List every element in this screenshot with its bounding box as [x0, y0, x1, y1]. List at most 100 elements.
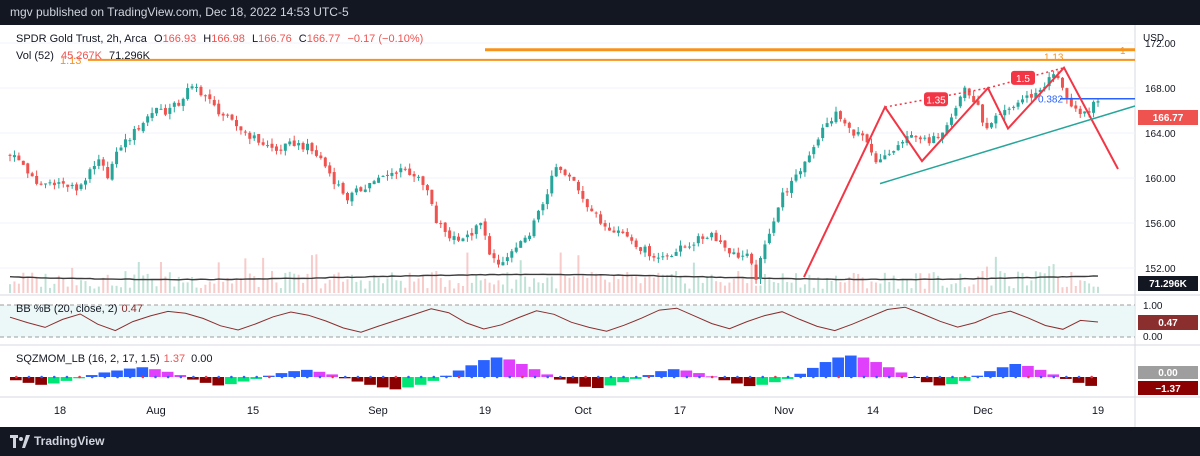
- volume-bar: [999, 271, 1002, 293]
- volume-bar: [879, 283, 882, 293]
- volume-bar: [1012, 288, 1015, 293]
- ratio-badge: [924, 92, 948, 107]
- momentum-bar: [1022, 365, 1034, 377]
- candle-body: [794, 174, 798, 181]
- volume-bar: [732, 278, 735, 293]
- candle-body: [110, 163, 114, 180]
- candle-body: [772, 221, 776, 233]
- legend-ohlc: O166.93 H166.98 L166.76 C166.77 −0.17 (−…: [154, 33, 423, 45]
- squeeze-dot: [242, 375, 246, 379]
- volume-bar: [359, 280, 362, 293]
- volume-bar: [159, 262, 162, 293]
- squeeze-dot: [672, 375, 676, 379]
- volume-bar: [53, 283, 56, 293]
- volume-bar: [448, 280, 451, 293]
- squeeze-dot: [951, 375, 954, 379]
- volume-bar: [1088, 283, 1091, 293]
- volume-bar: [195, 287, 198, 293]
- volume-bar: [706, 275, 709, 293]
- volume-bar: [684, 283, 687, 293]
- squeeze-dot: [419, 375, 423, 379]
- candle-body: [221, 113, 225, 116]
- momentum-bar: [667, 369, 680, 377]
- volume-bar: [466, 252, 469, 293]
- volume-bar: [31, 272, 34, 293]
- volume-bars: [9, 252, 1099, 293]
- candle-body: [408, 168, 412, 175]
- price-chart-svg[interactable]: 1.13 1 1.13 0.382 1.35 1.5 172.00 168.00 164.00…: [0, 25, 1200, 427]
- momentum-bar: [819, 362, 832, 377]
- momentum-bar: [756, 377, 769, 385]
- time-axis: 18 Aug 15 Sep 19 Oct 17 Nov 14 Dec 19: [54, 405, 1104, 417]
- squeeze-dot: [622, 375, 625, 379]
- squeeze-dot: [331, 375, 334, 379]
- candle-body: [1074, 105, 1078, 109]
- candle-body: [639, 247, 643, 251]
- volume-bar: [759, 285, 762, 293]
- candle-body: [692, 244, 696, 246]
- candle-body: [70, 184, 74, 187]
- squeeze-dot: [483, 375, 486, 379]
- ratio-badge: [1011, 70, 1035, 85]
- momentum-bar: [187, 377, 199, 380]
- candle-body: [683, 246, 687, 248]
- candle-body: [181, 98, 185, 106]
- volume-bar: [142, 275, 145, 293]
- squeeze-dot: [761, 375, 765, 379]
- sqz-value-badge: [1138, 381, 1198, 395]
- candle-body: [852, 129, 856, 136]
- squeeze-dot: [65, 375, 69, 379]
- squeeze-dot: [989, 375, 992, 379]
- grid: [0, 42, 1135, 269]
- volume-bar: [919, 273, 922, 293]
- candle-body: [887, 153, 891, 155]
- candle-body: [745, 253, 749, 256]
- candle-body: [505, 257, 509, 262]
- candle-body: [665, 255, 669, 257]
- candle-body: [186, 88, 190, 100]
- candle-body: [332, 172, 336, 185]
- candle-body: [949, 117, 953, 125]
- volume-bar: [772, 282, 775, 293]
- candle-body: [754, 264, 758, 280]
- volume-bar: [284, 272, 287, 293]
- volume-bar: [1070, 271, 1073, 293]
- candle-body: [168, 107, 172, 114]
- volume-bar: [861, 277, 864, 293]
- volume-bar: [946, 287, 949, 293]
- candle-body: [279, 149, 283, 151]
- candle-body: [212, 99, 216, 106]
- squeeze-dot: [925, 375, 929, 379]
- price-tick-label: 156.00: [1145, 219, 1176, 230]
- candle-body: [763, 244, 767, 260]
- candle-body: [132, 129, 136, 141]
- ratio-badge-label: 1.35: [926, 95, 946, 106]
- volume-bar: [795, 273, 798, 293]
- momentum-bar: [528, 369, 541, 377]
- volume-bar: [524, 276, 527, 293]
- time-tick-label: Oct: [574, 405, 591, 417]
- candle-body: [1034, 92, 1038, 99]
- squeeze-dot: [255, 375, 258, 379]
- volume-bar: [1017, 271, 1020, 293]
- bb-axis-bottom: 0.00: [1143, 332, 1163, 343]
- volume-bar: [932, 272, 935, 293]
- squeeze-dot: [559, 375, 562, 379]
- volume-bar: [137, 262, 140, 293]
- volume-bar: [630, 275, 633, 293]
- volume-bar: [839, 281, 842, 293]
- candle-body: [1003, 110, 1007, 116]
- candle-body: [758, 257, 762, 280]
- squeeze-dot: [280, 375, 284, 379]
- chart-area[interactable]: 1.13 1 1.13 0.382 1.35 1.5 172.00 168.00 164.00…: [0, 25, 1200, 427]
- candle-body: [79, 184, 83, 189]
- candle-body: [634, 240, 638, 248]
- volume-bar: [981, 271, 984, 293]
- volume-bar: [510, 288, 513, 293]
- candle-body: [8, 154, 12, 156]
- volume-bar: [608, 282, 611, 293]
- squeeze-dot: [660, 375, 663, 379]
- squeeze-dot: [90, 375, 94, 379]
- volume-bar: [128, 287, 131, 293]
- volume-bar: [257, 286, 260, 293]
